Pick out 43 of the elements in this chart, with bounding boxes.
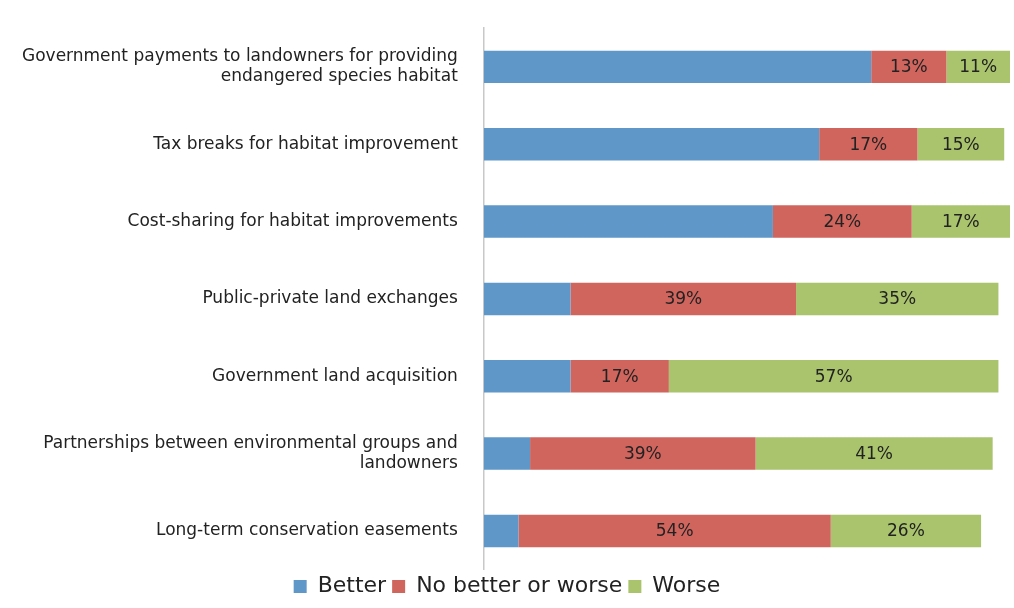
bar <box>530 437 756 470</box>
bar <box>483 282 571 316</box>
y-tick-label: Public-private land exchanges <box>202 287 458 308</box>
bar <box>518 514 831 548</box>
data-label: 17% <box>849 133 888 154</box>
data-label: 39% <box>623 443 662 464</box>
bar <box>830 514 982 548</box>
data-label: 39% <box>664 288 703 309</box>
bar <box>917 127 1005 161</box>
bar <box>483 127 820 161</box>
data-label: 24% <box>823 210 862 231</box>
bar <box>570 360 669 393</box>
data-label: 11% <box>959 56 998 77</box>
bar <box>483 437 531 470</box>
y-tick-label: Cost-sharing for habitat improvements <box>127 209 458 230</box>
data-label: 57% <box>814 365 853 386</box>
data-label: 35% <box>878 288 917 309</box>
data-label: 26% <box>887 520 925 541</box>
y-tick-label: Government land acquisition <box>212 364 458 385</box>
bar <box>819 127 918 161</box>
bar <box>755 437 993 470</box>
data-label: 13% <box>889 56 928 77</box>
bar <box>772 205 912 238</box>
bar <box>483 514 519 548</box>
y-tick-label: Government payments to landowners for providing endangered species habitat <box>22 45 459 86</box>
bar <box>483 360 571 393</box>
data-label: 17% <box>941 210 980 231</box>
data-label: 41% <box>855 443 894 464</box>
legend-label: Worse <box>652 572 721 598</box>
legend-label: Better <box>317 572 388 598</box>
y-tick-label: Long-term conservation easements <box>155 519 458 540</box>
bar <box>911 205 1010 238</box>
legend-label: No better or worse <box>416 572 623 598</box>
data-label: 17% <box>600 365 639 386</box>
y-tick-label: Tax breaks for habitat improvement <box>152 132 459 153</box>
bar <box>570 282 797 316</box>
y-tick-label: Partnerships between environmental groups and landowners <box>43 431 458 473</box>
bar <box>483 205 773 238</box>
bar <box>796 282 999 316</box>
data-label: 54% <box>655 520 694 541</box>
bar <box>668 360 999 393</box>
data-label: 15% <box>941 133 980 154</box>
bar <box>483 50 872 84</box>
